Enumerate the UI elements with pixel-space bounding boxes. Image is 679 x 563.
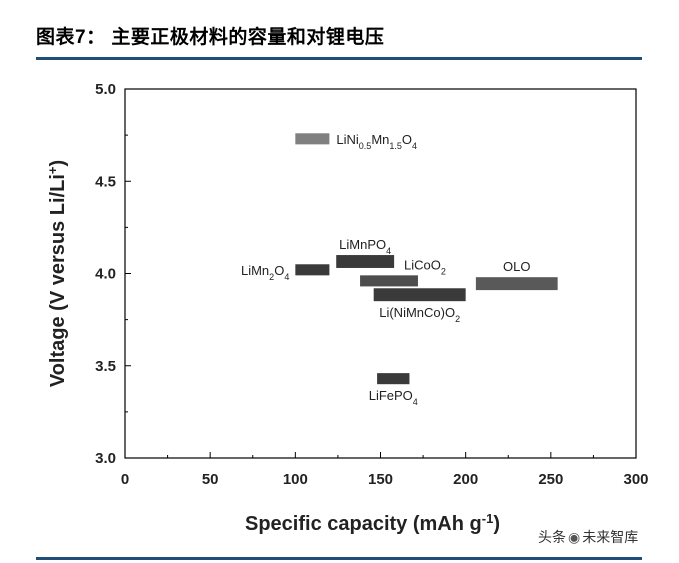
bar-licoo2 [360, 275, 418, 287]
y-tick-label: 4.5 [95, 173, 116, 190]
wechat-icon: ◉ [568, 529, 581, 545]
bar-lini0-5mn1-5o4 [295, 133, 330, 145]
bar-lifepo4 [377, 373, 410, 385]
bar-olo [475, 277, 558, 291]
x-axis-title: Specific capacity (mAh g-1) [245, 511, 500, 536]
y-tick-label: 3.0 [95, 450, 116, 467]
watermark: 头条 ◉ 未来智库 [538, 527, 638, 547]
x-tick-label: 100 [283, 471, 308, 488]
x-tick-label: 150 [368, 471, 393, 488]
x-tick-label: 250 [538, 471, 563, 488]
top-divider [36, 57, 642, 60]
bottom-divider [36, 557, 642, 560]
x-tick-label: 200 [453, 471, 478, 488]
figure-header: 图表7： 主要正极材料的容量和对锂电压 [0, 0, 679, 58]
y-axis-title: Voltage (V versus Li/Li+) [45, 160, 70, 387]
bar-limn2o4 [295, 264, 330, 276]
figure-title: 图表7： 主要正极材料的容量和对锂电压 [36, 27, 385, 48]
label-lifepo4: LiFePO4 [369, 388, 418, 407]
y-tick-label: 4.0 [95, 266, 116, 283]
x-tick-label: 50 [202, 471, 219, 488]
label-limn2o4: LiMn2O4 [241, 263, 289, 282]
y-tick-label: 3.5 [95, 358, 116, 375]
x-tick-label: 300 [623, 471, 648, 488]
label-olo: OLO [503, 259, 530, 274]
label-licoo2: LiCoO2 [404, 257, 446, 276]
y-tick-label: 5.0 [95, 81, 116, 98]
bar-limnpo4 [336, 255, 395, 268]
x-tick-label: 0 [121, 471, 129, 488]
label-li-nimnco-o2: Li(NiMnCo)O2 [379, 305, 460, 324]
watermark-text-left: 头条 [538, 529, 566, 545]
label-limnpo4: LiMnPO4 [339, 237, 391, 256]
watermark-text-right: 未来智库 [582, 529, 639, 545]
bar-li-nimnco-o2 [373, 288, 466, 302]
label-lini0-5mn1-5o4: LiNi0.5Mn1.5O4 [336, 132, 417, 151]
